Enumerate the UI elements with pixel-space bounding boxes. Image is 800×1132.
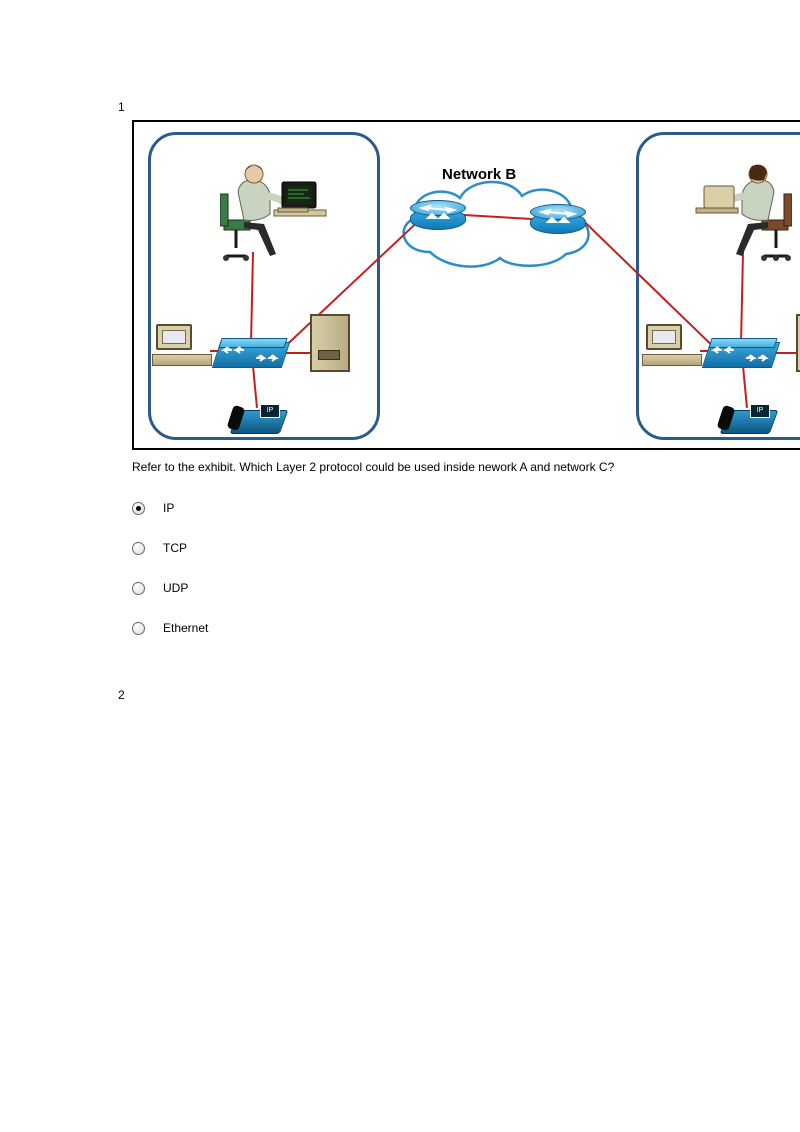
radio-option-2[interactable] bbox=[132, 582, 145, 595]
option-label: IP bbox=[163, 501, 174, 515]
option-row[interactable]: UDP bbox=[132, 568, 800, 608]
exhibit-frame: Network A Network B Network C bbox=[132, 120, 800, 450]
ip-phone-c-label: IP bbox=[750, 404, 770, 418]
person-c bbox=[682, 164, 792, 269]
ip-phone-a-label: IP bbox=[260, 404, 280, 418]
answer-options: IP TCP UDP Ethernet bbox=[132, 488, 800, 648]
question-number-2: 2 bbox=[118, 688, 800, 702]
option-label: Ethernet bbox=[163, 621, 208, 635]
option-row[interactable]: Ethernet bbox=[132, 608, 800, 648]
option-label: TCP bbox=[163, 541, 187, 555]
server-a bbox=[310, 314, 350, 372]
ip-phone-a: IP bbox=[234, 404, 284, 434]
switch-c bbox=[706, 338, 776, 368]
radio-option-1[interactable] bbox=[132, 542, 145, 555]
option-row[interactable]: IP bbox=[132, 488, 800, 528]
person-a bbox=[220, 164, 330, 269]
ip-phone-c: IP bbox=[724, 404, 774, 434]
pc-a bbox=[152, 324, 212, 366]
option-label: UDP bbox=[163, 581, 188, 595]
radio-option-0[interactable] bbox=[132, 502, 145, 515]
question-number-1: 1 bbox=[118, 100, 800, 114]
router-right bbox=[530, 204, 586, 234]
network-link bbox=[774, 352, 798, 354]
router-left bbox=[410, 200, 466, 230]
radio-option-3[interactable] bbox=[132, 622, 145, 635]
server-c bbox=[796, 314, 800, 372]
question-prompt: Refer to the exhibit. Which Layer 2 prot… bbox=[132, 460, 800, 474]
option-row[interactable]: TCP bbox=[132, 528, 800, 568]
switch-a bbox=[216, 338, 286, 368]
pc-c bbox=[642, 324, 702, 366]
network-link bbox=[284, 352, 312, 354]
